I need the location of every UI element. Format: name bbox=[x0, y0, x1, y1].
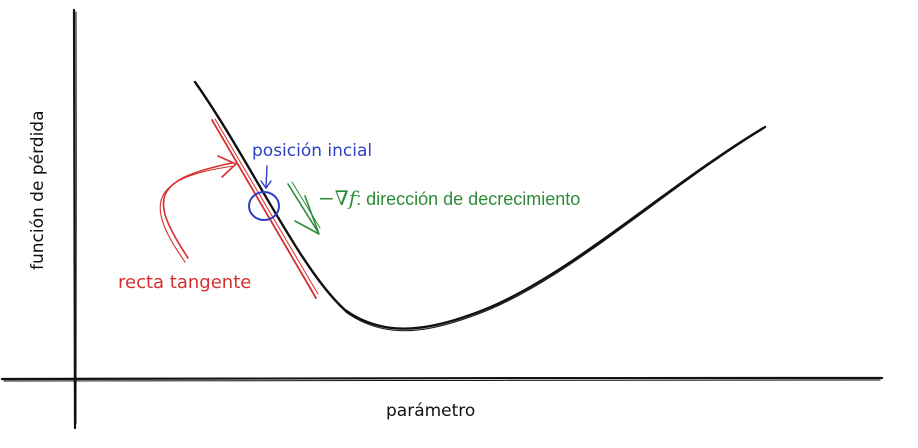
y-axis-line bbox=[72, 8, 77, 430]
start-position-circle bbox=[248, 191, 280, 221]
tangent-line-stroke bbox=[211, 119, 317, 299]
y-axis-label: función de pérdida bbox=[28, 111, 48, 271]
x-axis-label: parámetro bbox=[386, 401, 475, 421]
tangent-line-stroke-sketch bbox=[214, 118, 319, 295]
loss-curve bbox=[193, 80, 767, 332]
gradient-arrow bbox=[287, 181, 321, 235]
tangent-arrow-shaft-sketch bbox=[159, 165, 235, 263]
gradient-description: : dirección de decrecimiento bbox=[356, 189, 580, 209]
gradient-arrow-shaft bbox=[287, 183, 319, 233]
start-position bbox=[248, 165, 280, 221]
gradient-arrow-shaft-sketch bbox=[291, 181, 321, 229]
gradient-arrow-head bbox=[294, 195, 320, 235]
loss-curve-line-sketch bbox=[196, 84, 764, 332]
start-position-pointer bbox=[265, 165, 268, 188]
start-position-pointer-head bbox=[260, 180, 272, 190]
gradient-symbol: −∇f bbox=[318, 186, 360, 210]
start-position-label: posición incial bbox=[252, 141, 372, 161]
axes bbox=[0, 8, 884, 430]
tangent-label: recta tangente bbox=[118, 272, 251, 293]
tangent-line bbox=[211, 118, 319, 299]
gradient-label: −∇f: dirección de decrecimiento bbox=[318, 186, 580, 210]
tangent-arrow bbox=[159, 155, 237, 263]
x-axis-line bbox=[0, 376, 884, 381]
tangent-arrow-head bbox=[217, 155, 237, 178]
tangent-arrow-shaft bbox=[162, 162, 233, 259]
x-axis-line-sketch bbox=[3, 379, 881, 382]
